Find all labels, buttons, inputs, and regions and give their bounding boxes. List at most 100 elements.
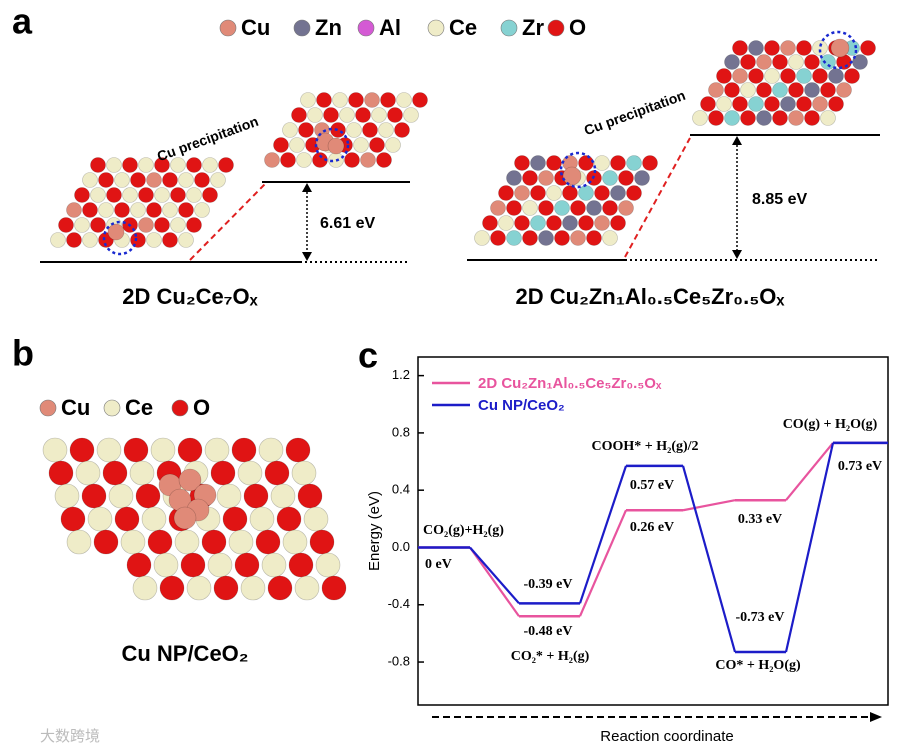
atom (177, 437, 203, 463)
connector (784, 442, 835, 653)
atom (780, 96, 796, 112)
atom (514, 185, 530, 201)
atom (602, 170, 618, 186)
legend-swatch (171, 399, 189, 417)
atom (394, 122, 410, 138)
atom (147, 529, 173, 555)
atom (296, 152, 312, 168)
atom (54, 483, 80, 509)
atom (130, 172, 146, 188)
atom (748, 40, 764, 56)
atom (146, 172, 162, 188)
atom (772, 54, 788, 70)
atom (562, 166, 582, 186)
atom (482, 215, 498, 231)
atom (378, 122, 394, 138)
atom (66, 202, 82, 218)
atom (114, 172, 130, 188)
atom (194, 202, 210, 218)
highlight (818, 30, 858, 70)
atom (240, 575, 266, 601)
atom (174, 529, 200, 555)
panel-label: c (358, 335, 378, 376)
atom (594, 215, 610, 231)
atom (578, 185, 594, 201)
atom (570, 200, 586, 216)
atom (348, 92, 364, 108)
atom (364, 92, 380, 108)
atom (339, 107, 355, 123)
value-label: 0.26 eV (630, 520, 674, 535)
atom (170, 187, 186, 203)
atom (186, 575, 212, 601)
atom (107, 223, 125, 241)
connector (469, 546, 520, 605)
atom (81, 483, 107, 509)
atom (309, 529, 335, 555)
atom (204, 437, 230, 463)
connector (469, 546, 520, 617)
y-tick-label: 1.2 (392, 367, 410, 382)
atom (514, 215, 530, 231)
atom (114, 506, 140, 532)
atom (74, 217, 90, 233)
atom (162, 232, 178, 248)
atom (748, 68, 764, 84)
atom (522, 230, 538, 246)
atom (138, 217, 154, 233)
atom (732, 96, 748, 112)
legend-swatch (293, 19, 311, 37)
annotation: Cu precipitation (582, 87, 688, 138)
connector (578, 509, 628, 617)
atom (396, 92, 412, 108)
atom (258, 437, 284, 463)
atom (578, 155, 594, 171)
atom (796, 96, 812, 112)
caption: Cu NP/CeO₂ (121, 641, 248, 666)
atom (748, 96, 764, 112)
atom (291, 107, 307, 123)
atom (255, 529, 281, 555)
atom (594, 185, 610, 201)
atom (60, 506, 86, 532)
atom (506, 170, 522, 186)
atom (129, 460, 155, 486)
panel-label: a (12, 1, 33, 42)
value-label: 0.57 eV (630, 478, 674, 493)
atom (323, 107, 339, 123)
atom (234, 552, 260, 578)
atom (490, 200, 506, 216)
atom (170, 157, 186, 173)
atom (756, 110, 772, 126)
atom (724, 54, 740, 70)
atom (106, 187, 122, 203)
atom (264, 460, 290, 486)
atom (371, 107, 387, 123)
atom (122, 157, 138, 173)
atom (312, 152, 328, 168)
atom (530, 185, 546, 201)
atom (844, 68, 860, 84)
atom (812, 68, 828, 84)
atom (820, 54, 836, 70)
atom (764, 40, 780, 56)
legend-swatch (357, 19, 375, 37)
atom (285, 437, 311, 463)
atom (90, 187, 106, 203)
atom (146, 232, 162, 248)
caption: 2D Cu₂Zn₁Al₀.₅Ce₅Zr₀.₅Oₓ (516, 284, 786, 309)
atom (506, 200, 522, 216)
legend-label: Ce (125, 395, 153, 420)
atom (327, 137, 345, 155)
atom (376, 152, 392, 168)
atom (162, 202, 178, 218)
state-label: CO₂* + H₂(g) (511, 649, 590, 664)
atom (716, 68, 732, 84)
atom (178, 232, 194, 248)
atom (135, 483, 161, 509)
atom (353, 137, 369, 153)
y-tick-label: 0.0 (392, 539, 410, 554)
atom (724, 82, 740, 98)
highlight (102, 220, 138, 256)
